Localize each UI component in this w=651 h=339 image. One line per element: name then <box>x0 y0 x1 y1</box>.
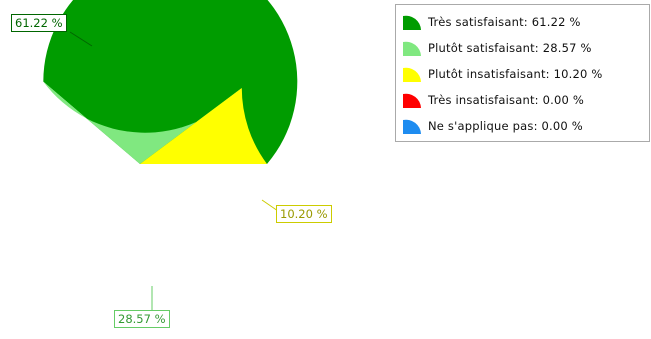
legend-swatch <box>403 15 421 30</box>
chart-legend: Très satisfaisant: 61.22 % Plutôt satisf… <box>395 4 650 142</box>
data-label-plutot-insatisfaisant: 10.20 % <box>276 205 332 223</box>
legend-item: Plutôt satisfaisant: 28.57 % <box>402 38 592 58</box>
legend-swatch <box>403 119 421 134</box>
legend-item: Très satisfaisant: 61.22 % <box>402 12 581 32</box>
legend-label: Très satisfaisant: 61.22 % <box>428 15 581 29</box>
pie-slice-plutot-insatisfaisant <box>140 88 267 164</box>
legend-label: Plutôt insatisfaisant: 10.20 % <box>428 67 603 81</box>
legend-swatch <box>403 93 421 108</box>
leader-line-tres-satisfaisant <box>69 31 93 47</box>
legend-swatch <box>403 67 421 82</box>
legend-swatch <box>403 41 421 56</box>
legend-item: Très insatisfaisant: 0.00 % <box>402 90 584 110</box>
data-label-plutot-satisfaisant: 28.57 % <box>114 310 170 328</box>
pie-slice-plutot-satisfaisant <box>43 81 242 164</box>
data-label-tres-satisfaisant: 61.22 % <box>11 14 67 32</box>
legend-label: Ne s'applique pas: 0.00 % <box>428 119 583 133</box>
legend-item: Plutôt insatisfaisant: 10.20 % <box>402 64 603 84</box>
leader-line-plutot-insatisfaisant <box>261 199 279 212</box>
legend-label: Plutôt satisfaisant: 28.57 % <box>428 41 592 55</box>
legend-label: Très insatisfaisant: 0.00 % <box>428 93 584 107</box>
legend-item: Ne s'applique pas: 0.00 % <box>402 116 583 136</box>
